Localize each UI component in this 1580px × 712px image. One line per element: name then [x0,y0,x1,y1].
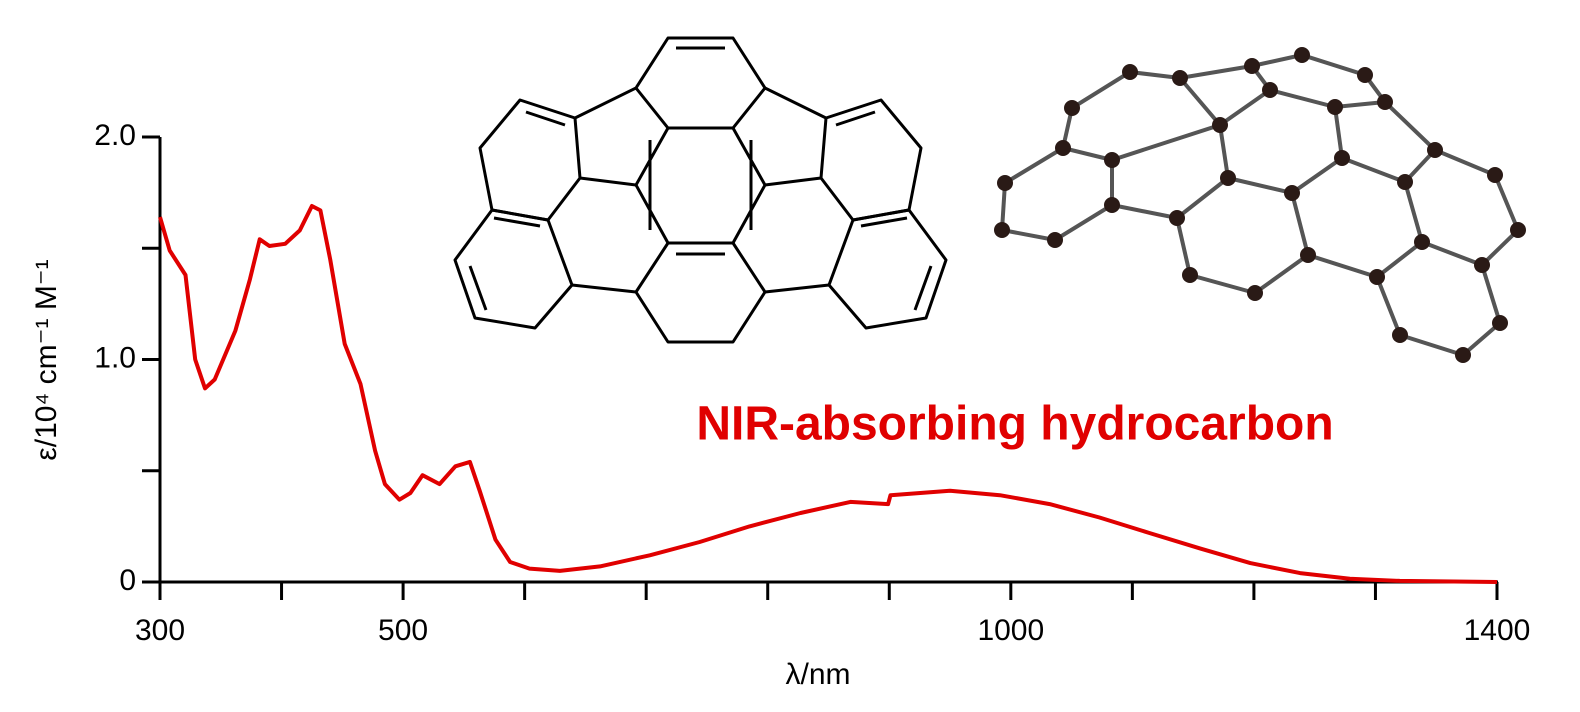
annotation: NIR-absorbing hydrocarbon [696,398,1333,451]
x-tick-label: 500 [378,614,428,647]
x-tick-label: 300 [135,614,185,647]
x-axis-label: λ/nm [785,658,850,691]
molecule-structure [453,36,948,344]
y-axis-label: ε/10⁴ cm⁻¹ M⁻¹ [30,259,63,460]
molecule-model [994,47,1526,363]
y-tick-label: 1.0 [94,341,136,374]
x-tick-label: 1400 [1464,614,1531,647]
y-tick-label: 0 [119,564,136,597]
spectrum-line [158,204,1498,584]
x-tick-label: 1000 [977,614,1044,647]
y-tick-label: 2.0 [94,119,136,152]
